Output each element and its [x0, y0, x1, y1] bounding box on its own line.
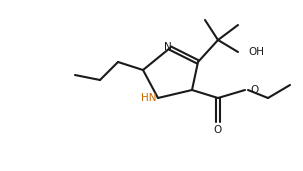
Text: O: O — [250, 85, 258, 95]
Text: OH: OH — [248, 47, 264, 57]
Text: O: O — [214, 125, 222, 135]
Text: N: N — [164, 42, 172, 52]
Text: HN: HN — [141, 93, 157, 103]
